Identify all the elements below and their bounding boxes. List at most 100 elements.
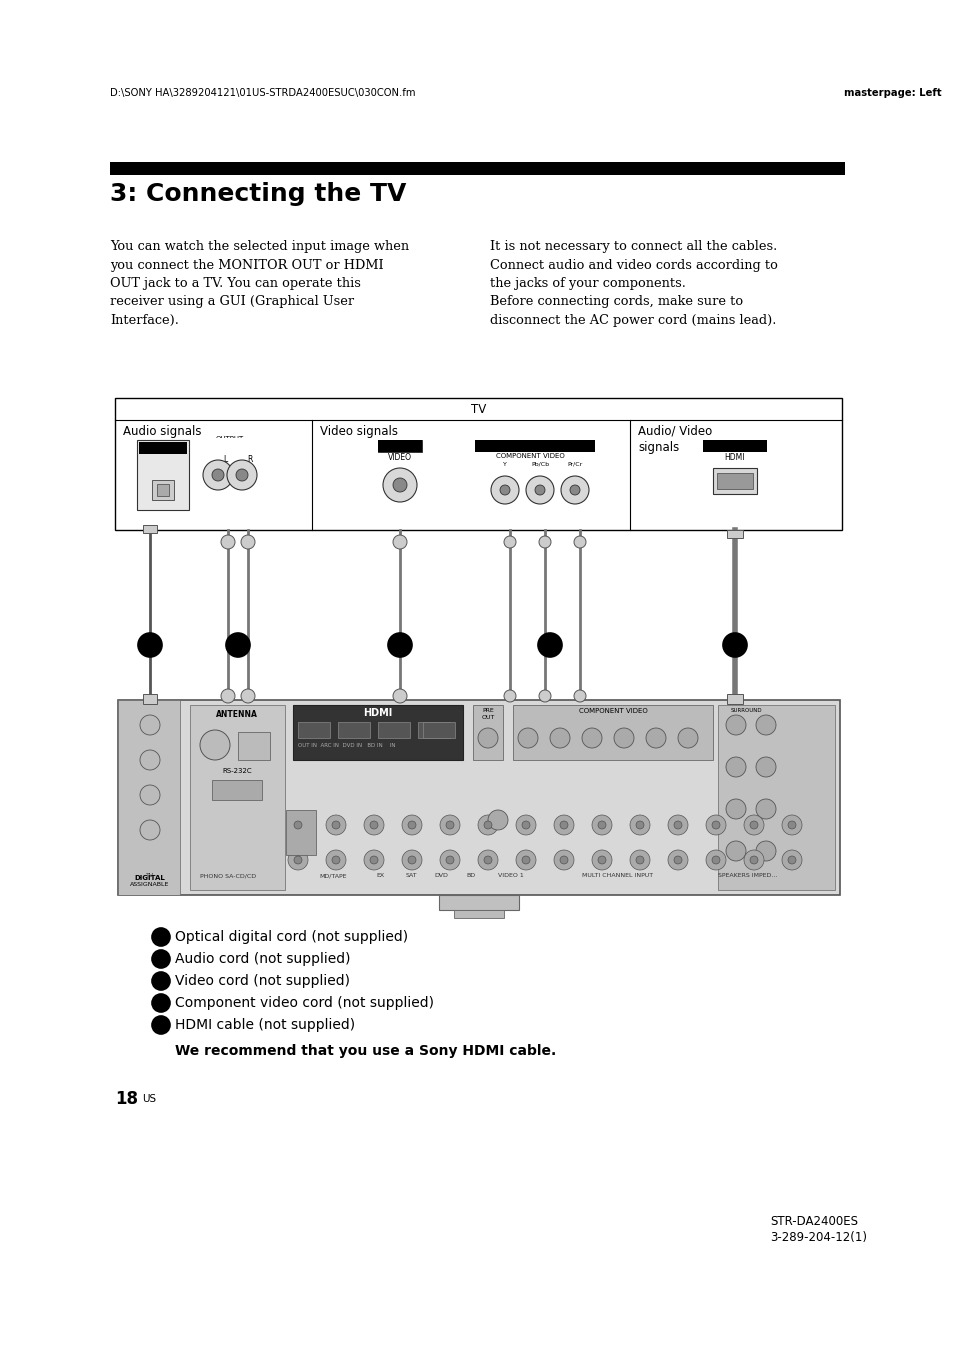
Circle shape [364,815,384,836]
Bar [143,694,157,703]
Text: MD/TAPE: MD/TAPE [319,873,346,878]
Text: OUTPUT: OUTPUT [147,443,179,450]
Text: C: C [395,641,404,651]
Bar [717,472,752,489]
Circle shape [477,850,497,869]
Circle shape [535,485,544,495]
Circle shape [749,821,758,829]
Text: OUTPUT: OUTPUT [215,436,244,441]
Circle shape [592,815,612,836]
Circle shape [332,856,339,864]
Circle shape [559,856,567,864]
Bar [712,468,757,494]
Bar [118,701,180,895]
Circle shape [636,821,643,829]
Circle shape [781,850,801,869]
Text: 18: 18 [115,1089,138,1108]
Text: MPORT: MPORT [292,811,310,817]
Text: DVD: DVD [434,873,448,878]
Text: TV: TV [471,404,486,416]
Bar [152,481,173,500]
Circle shape [152,1017,170,1034]
Circle shape [521,856,530,864]
Text: RS-232C: RS-232C [222,768,252,774]
Bar [377,722,410,738]
Circle shape [152,994,170,1012]
Text: Optical digital cord (not supplied): Optical digital cord (not supplied) [174,930,408,944]
Text: B: B [233,641,242,651]
Circle shape [241,688,254,703]
Circle shape [667,815,687,836]
Circle shape [477,728,497,748]
Circle shape [288,850,308,869]
Bar [417,722,450,738]
Text: INPUT: INPUT [722,441,746,447]
Bar [212,780,262,801]
Circle shape [446,821,454,829]
Circle shape [705,850,725,869]
Circle shape [483,821,492,829]
Bar [118,701,840,895]
Text: INPUT: INPUT [388,441,412,447]
Circle shape [755,799,775,819]
Text: Audio cord (not supplied): Audio cord (not supplied) [174,952,350,967]
Text: HDMI: HDMI [363,707,393,718]
Circle shape [408,856,416,864]
Circle shape [592,850,612,869]
Circle shape [212,468,224,481]
Text: B: B [157,954,165,965]
Text: A: A [146,641,154,651]
Circle shape [725,716,745,734]
Bar [237,732,270,760]
Text: HDMI cable (not supplied): HDMI cable (not supplied) [174,1018,355,1031]
Text: STR-DA2400ES: STR-DA2400ES [769,1215,857,1228]
Bar [718,705,834,890]
Circle shape [221,688,234,703]
Circle shape [200,730,230,760]
Circle shape [636,856,643,864]
Text: PHONO SA-CD/CD: PHONO SA-CD/CD [200,873,255,878]
Text: Pb/Cb: Pb/Cb [531,462,549,467]
Circle shape [439,850,459,869]
Circle shape [152,972,170,990]
Circle shape [538,690,551,702]
Text: 3: Connecting the TV: 3: Connecting the TV [110,182,406,207]
Circle shape [574,536,585,548]
Circle shape [755,841,775,861]
Circle shape [138,633,162,657]
Text: C: C [157,977,165,987]
Bar [190,705,285,890]
Circle shape [554,815,574,836]
Circle shape [370,856,377,864]
Text: L: L [223,455,227,464]
Text: SAT: SAT [405,873,416,878]
Circle shape [488,810,507,830]
Circle shape [550,728,569,748]
Circle shape [678,728,698,748]
Circle shape [598,821,605,829]
Text: MULTI CHANNEL INPUT: MULTI CHANNEL INPUT [582,873,653,878]
Text: VIDEO 1: VIDEO 1 [497,873,523,878]
Bar [370,440,430,452]
Text: AUDIO: AUDIO [218,443,241,450]
Circle shape [152,927,170,946]
Circle shape [152,950,170,968]
Circle shape [388,633,412,657]
Bar [422,722,455,738]
Bar [475,440,595,452]
Bar [202,437,257,450]
Circle shape [241,535,254,549]
Circle shape [503,536,516,548]
Text: E: E [157,1021,164,1031]
Circle shape [629,815,649,836]
Circle shape [483,856,492,864]
Text: You can watch the selected input image when
you connect the MONITOR OUT or HDMI
: You can watch the selected input image w… [110,240,409,327]
Circle shape [370,821,377,829]
Circle shape [227,460,256,490]
Bar [337,722,370,738]
Circle shape [401,850,421,869]
Circle shape [614,728,634,748]
Bar [513,705,712,760]
Text: OUT IN  ARC IN  DVD IN   BD IN    IN: OUT IN ARC IN DVD IN BD IN IN [297,743,395,748]
Bar [137,440,189,510]
